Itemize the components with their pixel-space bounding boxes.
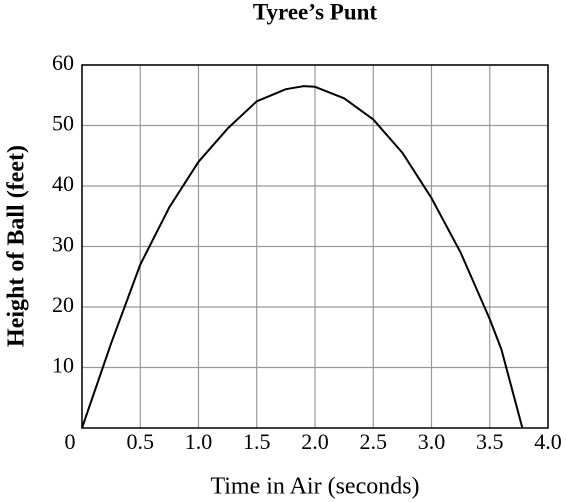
x-tick-label: 2.0 <box>301 429 329 454</box>
x-tick-label: 3.0 <box>418 429 446 454</box>
x-tick-label: 0 <box>65 429 76 454</box>
x-tick-label: 1.0 <box>185 429 213 454</box>
y-tick-label: 20 <box>52 292 74 317</box>
x-tick-label: 0.5 <box>127 429 155 454</box>
x-axis-label: Time in Air (seconds) <box>210 474 419 500</box>
y-tick-label: 50 <box>52 111 74 136</box>
data-line <box>81 85 524 429</box>
x-tick-label: 3.5 <box>476 429 504 454</box>
y-tick-label: 60 <box>52 50 74 75</box>
y-axis-label: Height of Ball (feet) <box>4 145 30 347</box>
x-tick-label: 1.5 <box>243 429 271 454</box>
x-tick-label: 2.5 <box>360 429 388 454</box>
x-tick-label: 4.0 <box>534 429 562 454</box>
chart-title: Tyree’s Punt <box>253 0 377 24</box>
y-tick-label: 30 <box>52 232 74 257</box>
y-tick-label: 10 <box>52 353 74 378</box>
y-tick-label: 40 <box>52 171 74 196</box>
plot-frame <box>81 64 549 429</box>
